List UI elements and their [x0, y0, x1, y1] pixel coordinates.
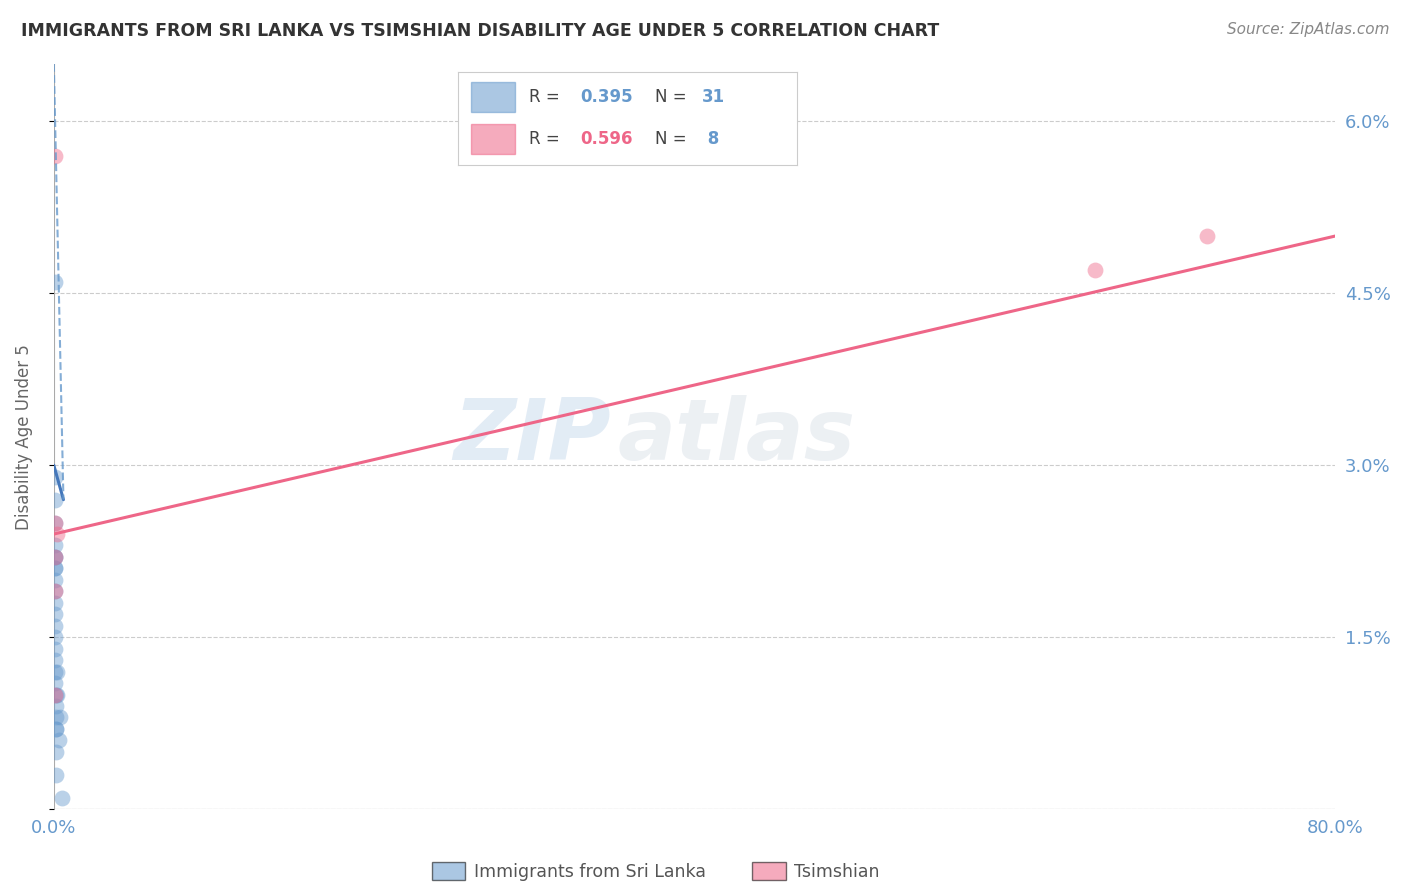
Point [44, 149, 66, 163]
Point [44, 630, 66, 644]
Point [44, 539, 66, 553]
Text: IMMIGRANTS FROM SRI LANKA VS TSIMSHIAN DISABILITY AGE UNDER 5 CORRELATION CHART: IMMIGRANTS FROM SRI LANKA VS TSIMSHIAN D… [21, 22, 939, 40]
Point [44, 653, 66, 667]
Text: Tsimshian: Tsimshian [794, 863, 880, 881]
Point [44, 584, 66, 599]
Point [44, 641, 66, 656]
Point [44, 516, 66, 530]
Point [45, 768, 67, 782]
Point [44, 492, 66, 507]
Point [44, 516, 66, 530]
Text: Immigrants from Sri Lanka: Immigrants from Sri Lanka [474, 863, 706, 881]
Point [45, 698, 67, 713]
Point [44, 549, 66, 564]
Point [45, 745, 67, 759]
Point [44, 665, 66, 679]
Point [51, 790, 73, 805]
Point [44, 561, 66, 575]
Point [44, 584, 66, 599]
Point [45, 688, 67, 702]
Point [44, 618, 66, 632]
Text: ZIP: ZIP [454, 395, 612, 478]
Point [1084, 263, 1107, 277]
Text: atlas: atlas [617, 395, 856, 478]
Point [46, 665, 69, 679]
Point [44, 607, 66, 622]
Text: Source: ZipAtlas.com: Source: ZipAtlas.com [1226, 22, 1389, 37]
Point [44, 561, 66, 575]
Point [49, 710, 72, 724]
Point [44, 688, 66, 702]
Point [44, 676, 66, 690]
Point [44, 549, 66, 564]
Point [44, 596, 66, 610]
Point [44, 469, 66, 483]
Point [44, 549, 66, 564]
Point [45, 710, 67, 724]
Point [1197, 229, 1219, 244]
Y-axis label: Disability Age Under 5: Disability Age Under 5 [15, 343, 32, 530]
Point [45, 722, 67, 736]
Point [44, 275, 66, 289]
Point [48, 733, 70, 747]
Point [46, 688, 69, 702]
Point [44, 573, 66, 587]
Point [46, 527, 69, 541]
Point [45, 722, 67, 736]
